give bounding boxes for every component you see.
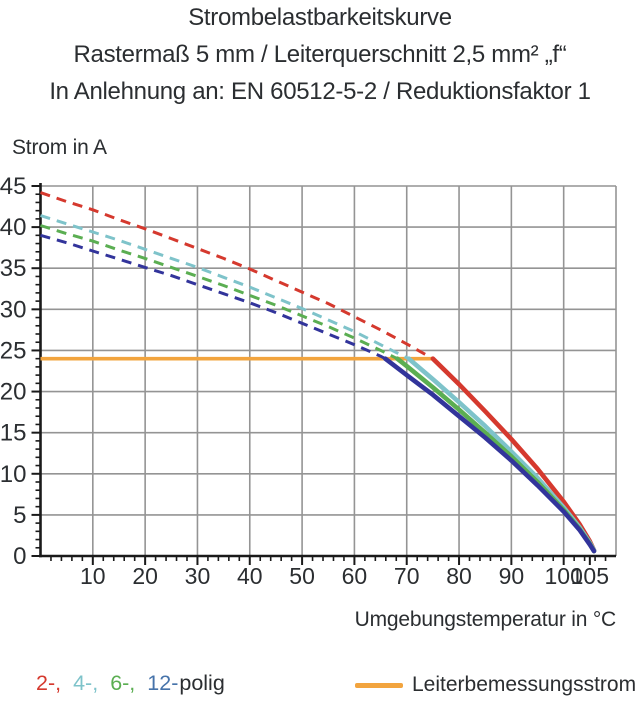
x-tick-label: 40 — [237, 563, 263, 589]
x-tick-label: 90 — [499, 563, 525, 589]
x-tick-label: 20 — [132, 563, 158, 589]
y-tick-label: 45 — [0, 173, 27, 200]
reference-line-label: Leiterbemessungsstrom — [412, 673, 637, 696]
chart-title-line1: Strombelastbarkeitskurve — [188, 4, 452, 31]
legend-pole-items: 2-, 4-, 6-, 12- — [36, 671, 179, 695]
y-tick-label: 25 — [0, 337, 27, 364]
chart-title-line3: In Anlehnung an: EN 60512-5-2 / Reduktio… — [49, 78, 591, 105]
y-tick-label: 20 — [0, 379, 27, 406]
x-tick-label: 100 — [544, 563, 582, 589]
legend-item-6-polig: 6-, — [110, 671, 136, 695]
x-tick-label: 105 — [571, 563, 609, 589]
x-axis-title: Umgebungstemperatur in °C — [354, 608, 617, 631]
y-tick-label: 40 — [0, 214, 27, 241]
x-tick-label: 10 — [80, 563, 106, 589]
x-tick-label: 70 — [394, 563, 420, 589]
legend-item-12-polig: 12- — [147, 671, 179, 695]
legend-item-2-polig: 2-, — [36, 671, 62, 695]
series-4-polig-dashed — [40, 214, 410, 361]
x-tick-label: 80 — [446, 563, 472, 589]
y-tick-label: 0 — [13, 543, 26, 570]
y-tick-label: 30 — [0, 296, 27, 323]
x-tick-label: 60 — [342, 563, 368, 589]
y-tick-label: 10 — [0, 461, 27, 488]
y-tick-label: 5 — [13, 502, 26, 529]
chart-title-line2: Rastermaß 5 mm / Leiterquerschnitt 2,5 m… — [73, 41, 567, 68]
x-tick-label: 50 — [289, 563, 315, 589]
x-tick-label: 30 — [185, 563, 211, 589]
reference-line-swatch — [355, 682, 403, 688]
series-12-polig-solid — [383, 356, 597, 554]
series-6-polig-dashed — [40, 224, 398, 361]
series-2-polig-dashed — [40, 191, 434, 361]
legend-poles: 2-, 4-, 6-, 12-polig — [36, 671, 225, 696]
y-tick-label: 35 — [0, 255, 27, 282]
y-axis-title: Strom in A — [12, 136, 107, 159]
legend-item-4-polig: 4-, — [73, 671, 99, 695]
legend-reference: Leiterbemessungsstrom — [355, 671, 636, 699]
series-12-polig-dashed — [40, 233, 387, 361]
legend-poles-suffix: polig — [179, 671, 225, 695]
y-tick-label: 15 — [0, 420, 27, 447]
